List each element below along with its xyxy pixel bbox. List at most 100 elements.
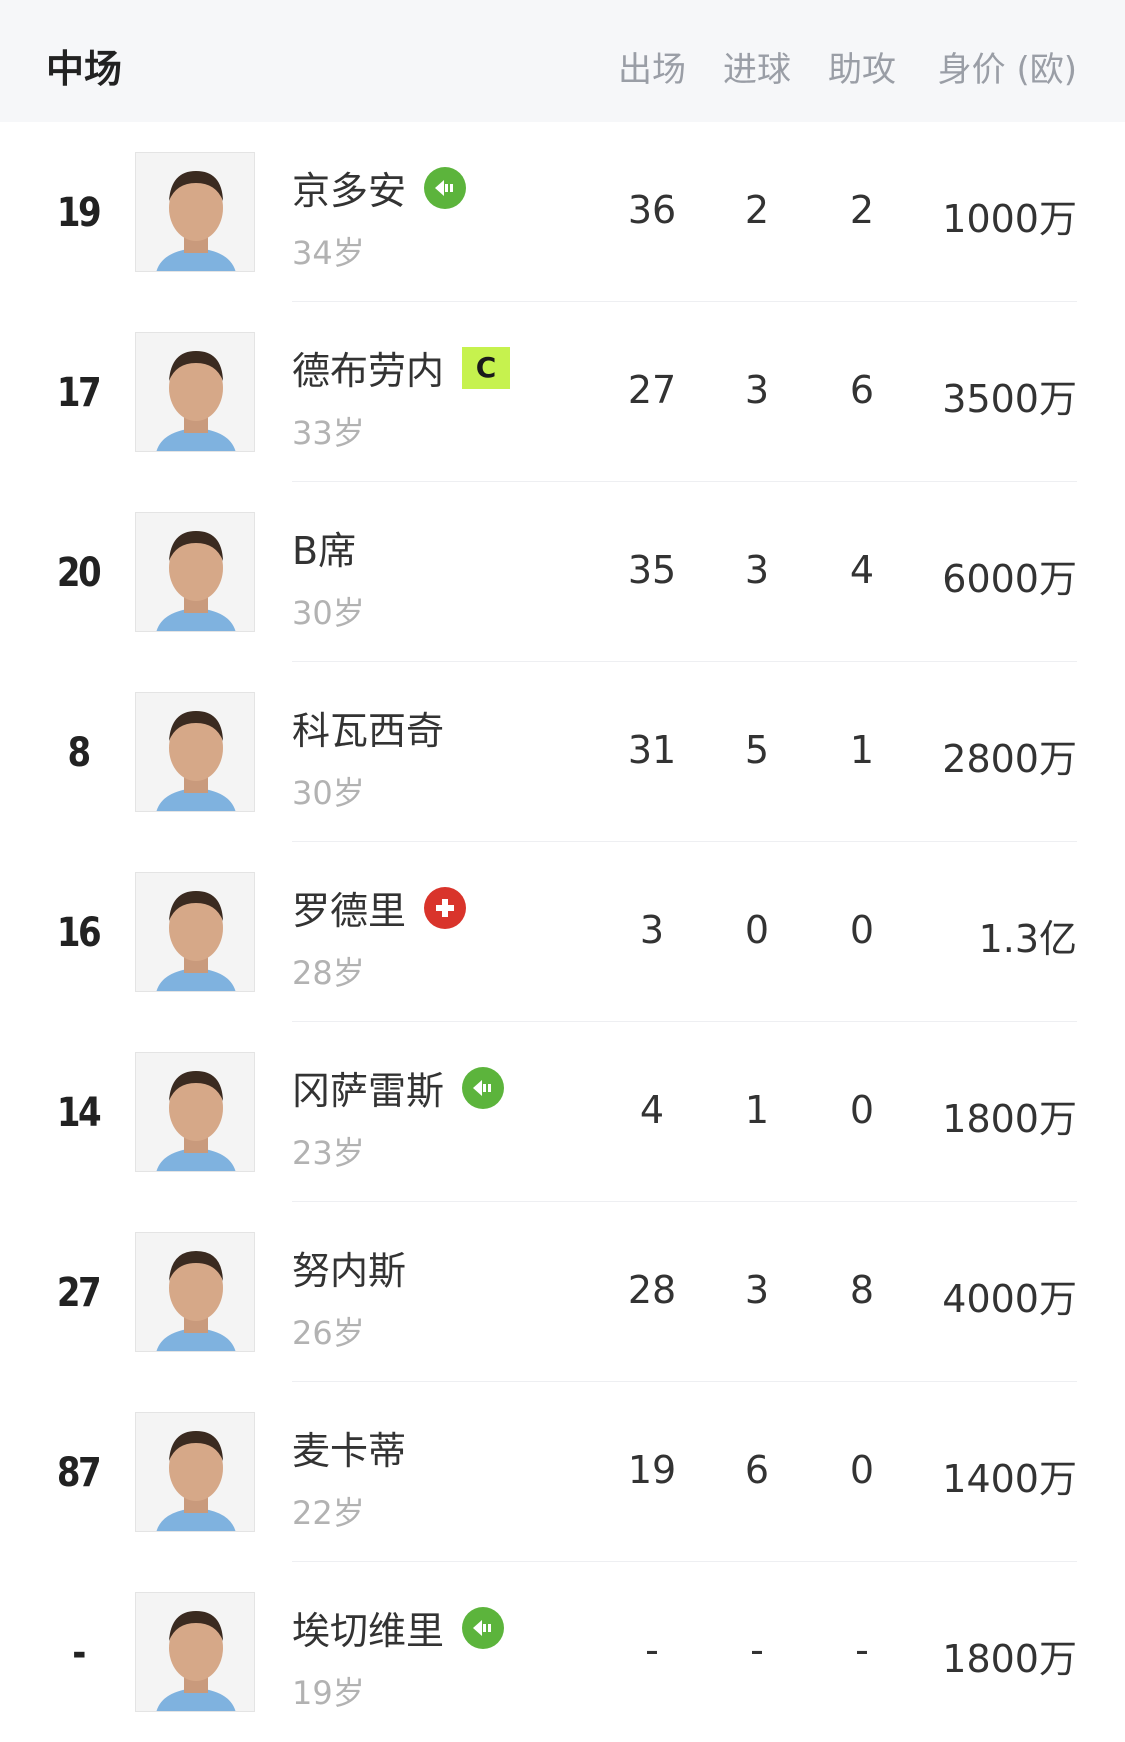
- apps: -: [645, 1628, 659, 1672]
- market-value: 1400万: [942, 1457, 1077, 1501]
- col-assists: 助攻: [828, 50, 896, 90]
- apps: 27: [627, 368, 677, 412]
- apps: 19: [627, 1448, 677, 1492]
- substitution-icon: [462, 1606, 505, 1649]
- assists: 1: [849, 728, 875, 772]
- player-age: 22岁: [292, 1494, 365, 1532]
- col-apps: 出场: [618, 50, 686, 90]
- player-name[interactable]: 罗德里: [292, 889, 407, 933]
- player-name[interactable]: 德布劳内: [292, 349, 445, 393]
- player-avatar[interactable]: [135, 1232, 255, 1352]
- player-avatar[interactable]: [135, 512, 255, 632]
- goals: 1: [744, 1088, 770, 1132]
- player-age: 28岁: [292, 954, 365, 992]
- col-value: 身价 (欧): [937, 50, 1077, 90]
- market-value: 4000万: [942, 1277, 1077, 1321]
- player-row[interactable]: 17 德布劳内 C 33岁 27 3 6 3500万: [0, 302, 1125, 482]
- divider: [292, 1381, 1077, 1382]
- player-row[interactable]: 87 麦卡蒂 22岁 19 6 0 1400万: [0, 1382, 1125, 1562]
- player-row[interactable]: 19 京多安 34岁 36 2 2 1000万: [0, 122, 1125, 302]
- player-avatar[interactable]: [135, 1592, 255, 1712]
- player-row[interactable]: 8 科瓦西奇 30岁 31 5 1 2800万: [0, 662, 1125, 842]
- market-value: 1800万: [942, 1097, 1077, 1141]
- divider: [292, 1561, 1077, 1562]
- assists: 6: [849, 368, 875, 412]
- player-name[interactable]: 京多安: [292, 169, 407, 213]
- player-row[interactable]: 27 努内斯 26岁 28 3 8 4000万: [0, 1202, 1125, 1382]
- apps: 4: [639, 1088, 665, 1132]
- shirt-number: 27: [56, 1270, 102, 1316]
- player-avatar[interactable]: [135, 152, 255, 272]
- player-age: 19岁: [292, 1674, 365, 1712]
- player-avatar[interactable]: [135, 692, 255, 812]
- divider: [292, 1201, 1077, 1202]
- shirt-number: 20: [56, 550, 102, 596]
- assists: 4: [849, 548, 875, 592]
- player-age: 23岁: [292, 1134, 365, 1172]
- shirt-number: 87: [56, 1450, 102, 1496]
- apps: 31: [627, 728, 677, 772]
- shirt-number: 19: [56, 190, 102, 236]
- shirt-number: 16: [56, 910, 102, 956]
- substitution-icon: [424, 166, 467, 209]
- apps: 28: [627, 1268, 677, 1312]
- goals: 0: [744, 908, 770, 952]
- captain-badge: C: [462, 346, 511, 389]
- shirt-number: 8: [67, 730, 91, 776]
- player-avatar[interactable]: [135, 1052, 255, 1172]
- assists: 0: [849, 1448, 875, 1492]
- player-name[interactable]: B席: [292, 529, 357, 573]
- goals: 2: [744, 188, 770, 232]
- player-name[interactable]: 科瓦西奇: [292, 709, 445, 753]
- divider: [292, 301, 1077, 302]
- shirt-number: 14: [56, 1090, 102, 1136]
- player-age: 26岁: [292, 1314, 365, 1352]
- assists: -: [855, 1628, 869, 1672]
- assists: 0: [849, 1088, 875, 1132]
- player-name[interactable]: 努内斯: [292, 1249, 407, 1293]
- col-goals: 进球: [723, 50, 791, 90]
- assists: 0: [849, 908, 875, 952]
- player-age: 34岁: [292, 234, 365, 272]
- market-value: 1.3亿: [978, 917, 1077, 961]
- goals: 5: [744, 728, 770, 772]
- divider: [292, 841, 1077, 842]
- goals: -: [750, 1628, 764, 1672]
- goals: 6: [744, 1448, 770, 1492]
- goals: 3: [744, 548, 770, 592]
- section-header: 中场 出场 进球 助攻 身价 (欧): [0, 0, 1125, 122]
- substitution-icon: [462, 1066, 505, 1109]
- section-title: 中场: [46, 47, 123, 91]
- divider: [292, 1021, 1077, 1022]
- player-age: 30岁: [292, 594, 365, 632]
- player-name[interactable]: 埃切维里: [292, 1609, 445, 1653]
- player-list: 19 京多安 34岁 36 2 2 1000万 17 德布劳内 C 33岁 27 …: [0, 122, 1125, 1742]
- player-row[interactable]: 14 冈萨雷斯 23岁 4 1 0 1800万: [0, 1022, 1125, 1202]
- assists: 8: [849, 1268, 875, 1312]
- player-avatar[interactable]: [135, 332, 255, 452]
- market-value: 6000万: [942, 557, 1077, 601]
- player-row[interactable]: 16 罗德里 28岁 3 0 0 1.3亿: [0, 842, 1125, 1022]
- market-value: 1000万: [942, 197, 1077, 241]
- apps: 35: [627, 548, 677, 592]
- player-age: 30岁: [292, 774, 365, 812]
- goals: 3: [744, 1268, 770, 1312]
- player-avatar[interactable]: [135, 1412, 255, 1532]
- market-value: 1800万: [942, 1637, 1077, 1681]
- assists: 2: [849, 188, 875, 232]
- market-value: 2800万: [942, 737, 1077, 781]
- divider: [292, 481, 1077, 482]
- shirt-number: -: [72, 1630, 86, 1676]
- market-value: 3500万: [942, 377, 1077, 421]
- apps: 36: [627, 188, 677, 232]
- injury-icon: [424, 886, 467, 929]
- player-name[interactable]: 麦卡蒂: [292, 1429, 407, 1473]
- player-name[interactable]: 冈萨雷斯: [292, 1069, 445, 1113]
- shirt-number: 17: [56, 370, 102, 416]
- divider: [292, 661, 1077, 662]
- apps: 3: [639, 908, 665, 952]
- player-avatar[interactable]: [135, 872, 255, 992]
- goals: 3: [744, 368, 770, 412]
- player-row[interactable]: 20 B席 30岁 35 3 4 6000万: [0, 482, 1125, 662]
- player-row[interactable]: - 埃切维里 19岁 - - - 1800万: [0, 1562, 1125, 1742]
